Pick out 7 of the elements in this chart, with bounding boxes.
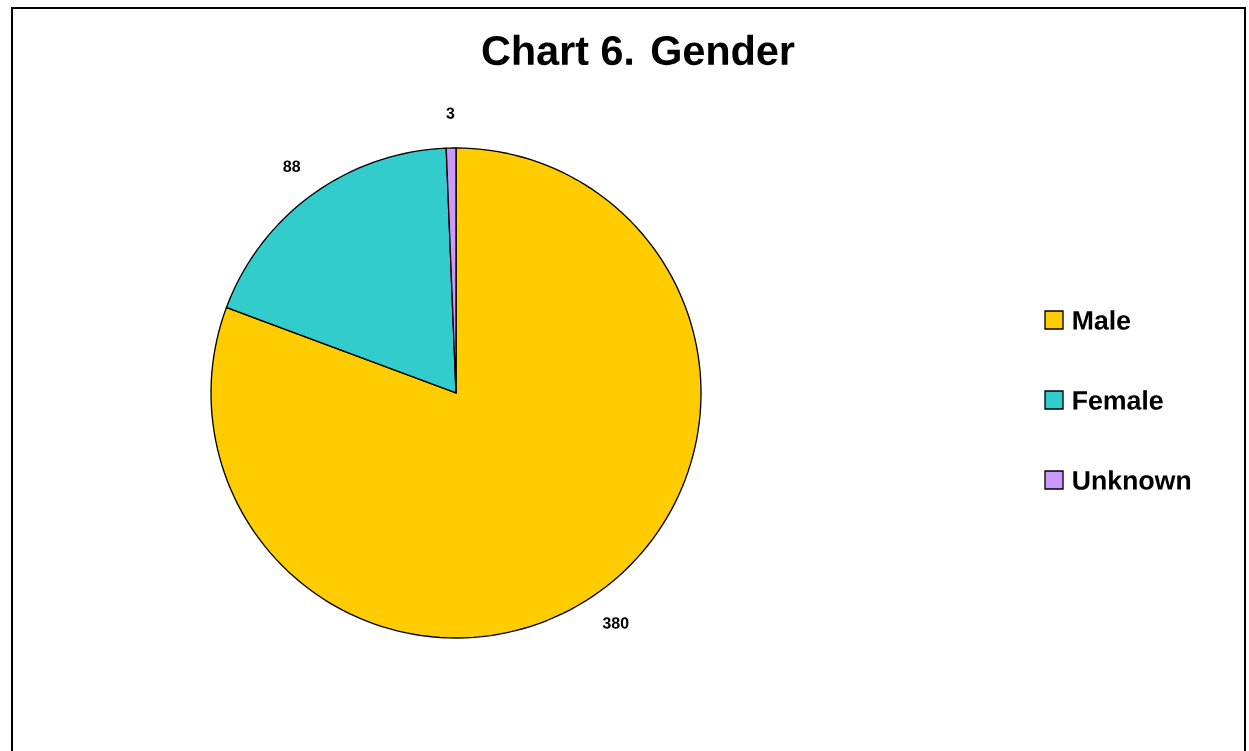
chart-title: Chart 6. Gender	[482, 34, 795, 66]
data-label: 3	[446, 107, 455, 119]
data-label: 88	[283, 160, 301, 172]
legend-label: Male	[1073, 310, 1131, 330]
data-label: 380	[602, 617, 629, 629]
legend-label: Unknown	[1073, 470, 1191, 490]
legend-label: Female	[1073, 390, 1163, 410]
